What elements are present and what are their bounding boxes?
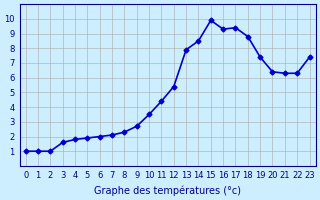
X-axis label: Graphe des températures (°c): Graphe des températures (°c) — [94, 185, 241, 196]
